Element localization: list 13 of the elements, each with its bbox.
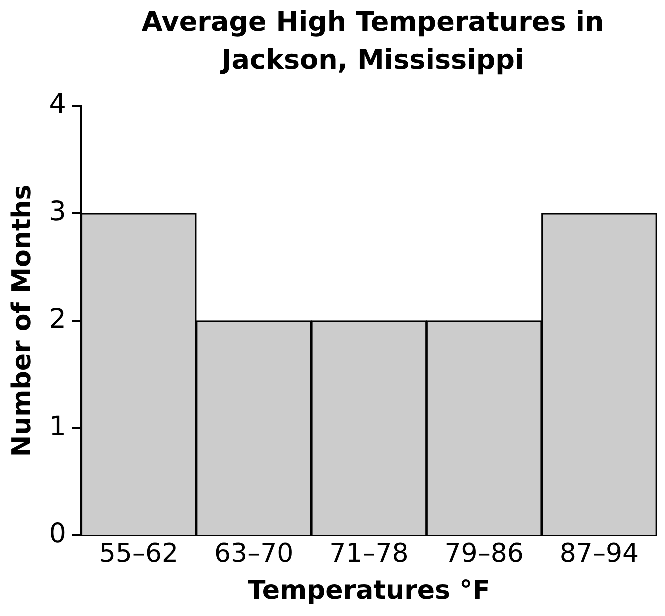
chart-title: Average High Temperatures in Jackson, Mississippi bbox=[140, 6, 606, 78]
x-tick-label: 87–94 bbox=[560, 538, 640, 569]
y-tick-label: 0 bbox=[49, 518, 66, 550]
y-tick-label: 2 bbox=[49, 304, 66, 335]
x-tick-label: 79–86 bbox=[444, 538, 524, 569]
x-axis-title: Temperatures °F bbox=[248, 576, 490, 606]
y-tick-label: 3 bbox=[49, 196, 66, 228]
x-tick-label: 63–70 bbox=[214, 538, 294, 569]
x-tick-label: 71–78 bbox=[330, 538, 409, 569]
y-tick-label: 1 bbox=[49, 411, 66, 442]
y-tick-label: 4 bbox=[49, 89, 66, 120]
y-axis-title: Number of Months bbox=[7, 184, 38, 458]
x-tick-label: 55–62 bbox=[99, 538, 179, 569]
